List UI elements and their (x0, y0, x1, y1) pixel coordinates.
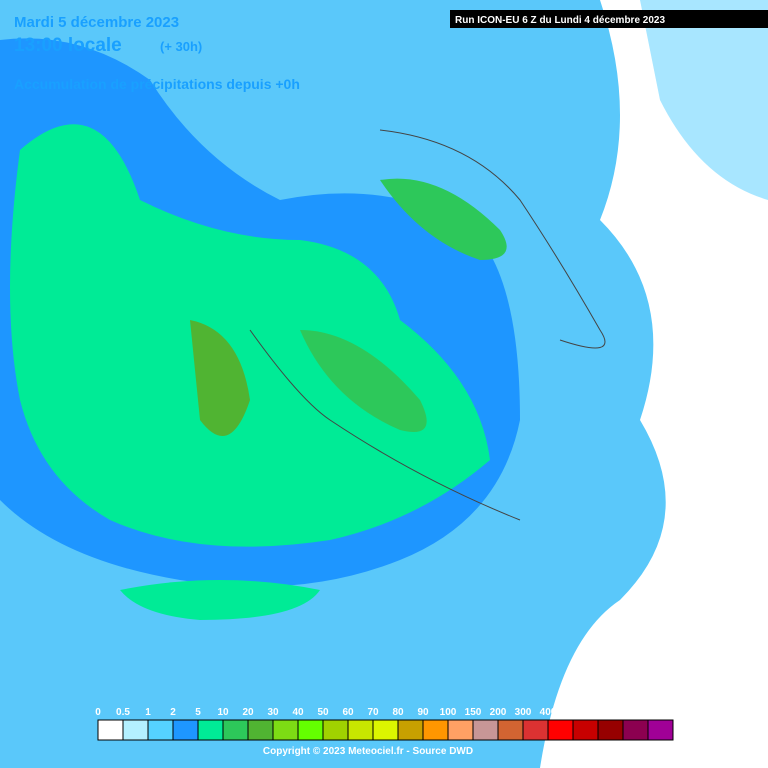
legend-swatch (297, 719, 324, 741)
legend-label: 70 (367, 707, 379, 718)
legend-label: 1 (145, 707, 151, 718)
legend-label: 20 (242, 707, 254, 718)
legend-swatch (122, 719, 149, 741)
dry-land (540, 0, 768, 768)
legend-swatch (522, 719, 549, 741)
legend-label: 5 (195, 707, 201, 718)
legend-label: 2 (170, 707, 176, 718)
legend-label: 30 (267, 707, 279, 718)
legend-swatch (222, 719, 249, 741)
legend-label: 80 (392, 707, 404, 718)
legend-swatch (197, 719, 224, 741)
legend-label: 0.5 (116, 707, 130, 718)
legend-label: 100 (440, 707, 457, 718)
precip-area (120, 580, 320, 620)
legend-label: 10 (217, 707, 229, 718)
legend-label: 50 (317, 707, 329, 718)
subtitle: Accumulation de précipitations depuis +0… (14, 76, 300, 92)
legend-swatch (622, 719, 649, 741)
legend-swatch (422, 719, 449, 741)
legend-swatch (272, 719, 299, 741)
legend-label: 300 (515, 707, 532, 718)
legend-swatch (347, 719, 374, 741)
run-banner (450, 10, 768, 28)
legend-label: 200 (490, 707, 507, 718)
legend-label: 90 (417, 707, 429, 718)
legend-label: 500 (565, 707, 582, 718)
legend-swatch (372, 719, 399, 741)
light-precip (640, 0, 768, 200)
date: Mardi 5 décembre 2023 (14, 14, 179, 31)
legend: 0 0.5 1 2 5 10 20 30 40 50 60 70 80 90 100 150 200 300 400… (95, 707, 674, 741)
legend-label: 60 (342, 707, 354, 718)
coastline (249, 129, 606, 521)
legend-swatch (247, 719, 274, 741)
precip-area (10, 124, 490, 547)
legend-swatch (572, 719, 599, 741)
time: 13:00 locale (14, 35, 122, 56)
precip-area (380, 178, 507, 260)
legend-swatch (447, 719, 474, 741)
legend-swatch (147, 719, 174, 741)
legend-swatch (172, 719, 199, 741)
legend-label: 600 (590, 707, 607, 718)
legend-swatch (397, 719, 424, 741)
legend-swatch (97, 719, 124, 741)
legend-label: 40 (292, 707, 304, 718)
legend-swatch (472, 719, 499, 741)
legend-swatch (497, 719, 524, 741)
precip-area (190, 320, 250, 436)
legend-label: 150 (465, 707, 482, 718)
legend-swatch (647, 719, 674, 741)
legend-label: 800 (640, 707, 657, 718)
legend-label: 400 (540, 707, 557, 718)
legend-swatch (322, 719, 349, 741)
offset: (+ 30h) (160, 39, 202, 54)
legend-swatch (547, 719, 574, 741)
precip-area (300, 330, 427, 432)
run-info: Run ICON-EU 6 Z du Lundi 4 décembre 2023 (455, 15, 665, 26)
legend-swatch (597, 719, 624, 741)
copyright: Copyright © 2023 Meteociel.fr - Source D… (263, 746, 473, 757)
legend-label: 700 (615, 707, 632, 718)
legend-label: 0 (95, 707, 101, 718)
